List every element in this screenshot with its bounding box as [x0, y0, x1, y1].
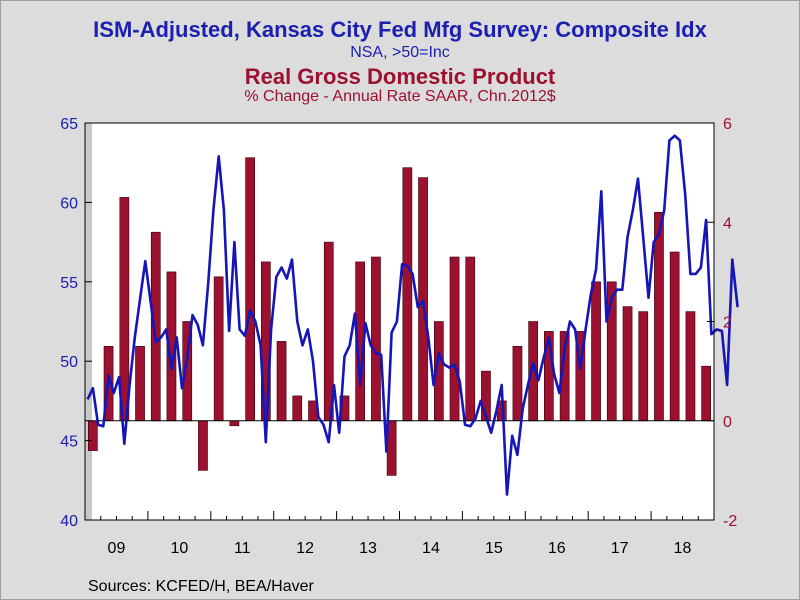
source-note: Sources: KCFED/H, BEA/Haver: [88, 578, 314, 595]
gdp-bar: [402, 167, 413, 422]
gdp-bar: [591, 281, 601, 421]
x-axis-tick-label: 18: [674, 540, 692, 557]
gdp-bar: [701, 365, 711, 422]
x-axis-tick-label: 13: [359, 540, 377, 557]
x-axis-tick-label: 14: [422, 540, 440, 557]
right-axis-tick-label: 2: [723, 315, 732, 332]
gdp-bar: [292, 395, 303, 421]
left-axis: 40 45 50 55 60 65: [60, 116, 92, 530]
gdp-bar: [371, 256, 381, 422]
right-series-subtitle: % Change - Annual Rate SAAR, Chn.2012$: [244, 88, 556, 105]
left-axis-tick-label: 65: [60, 116, 78, 133]
gdp-bar: [654, 212, 664, 421]
left-axis-tick-label: 45: [60, 434, 78, 451]
x-axis-tick-label: 16: [548, 540, 566, 557]
left-axis-tick-label: 60: [60, 195, 78, 212]
gdp-bar: [198, 420, 208, 471]
gdp-bar: [512, 345, 523, 421]
left-axis-tick-label: 40: [60, 513, 78, 530]
gdp-bar: [685, 311, 696, 422]
gdp-bar: [135, 345, 145, 421]
gdp-bar: [418, 177, 428, 422]
gdp-bar: [88, 420, 98, 451]
x-axis-tick-label: 12: [296, 540, 314, 557]
gdp-bar: [245, 157, 256, 421]
right-series-title: Real Gross Domestic Product: [244, 64, 556, 89]
left-axis-tick-label: 55: [60, 275, 78, 292]
right-axis-tick-label: 6: [723, 116, 732, 133]
right-axis-tick-label: -2: [723, 513, 737, 530]
x-axis-tick-label: 09: [108, 540, 126, 557]
right-axis: -2 0 2 4 6: [707, 116, 737, 530]
gdp-bar: [229, 420, 240, 427]
left-series-title: ISM-Adjusted, Kansas City Fed Mfg Survey…: [93, 17, 707, 42]
left-axis-tick-label: 50: [60, 354, 78, 371]
gdp-bar: [638, 311, 649, 422]
x-axis-tick-label: 15: [485, 540, 503, 557]
x-axis-tick-label: 10: [170, 540, 188, 557]
gdp-bar: [449, 256, 460, 422]
x-axis-tick-label: 17: [611, 540, 629, 557]
x-axis-tick-label: 11: [234, 540, 251, 557]
right-axis-tick-label: 0: [723, 414, 732, 431]
plot-area: [85, 123, 714, 520]
gdp-bar: [669, 251, 680, 421]
gdp-bar: [622, 306, 633, 422]
right-axis-tick-label: 4: [723, 215, 732, 232]
gdp-bar: [465, 256, 476, 422]
x-axis: 09 10 11 12 13 14 15 16 17 18: [84, 511, 715, 557]
gdp-bar: [276, 341, 287, 422]
recession-shade: [85, 123, 92, 520]
left-series-subtitle: NSA, >50=Inc: [350, 44, 450, 61]
kc-fed-line: [86, 134, 739, 496]
gdp-bar: [213, 276, 224, 421]
